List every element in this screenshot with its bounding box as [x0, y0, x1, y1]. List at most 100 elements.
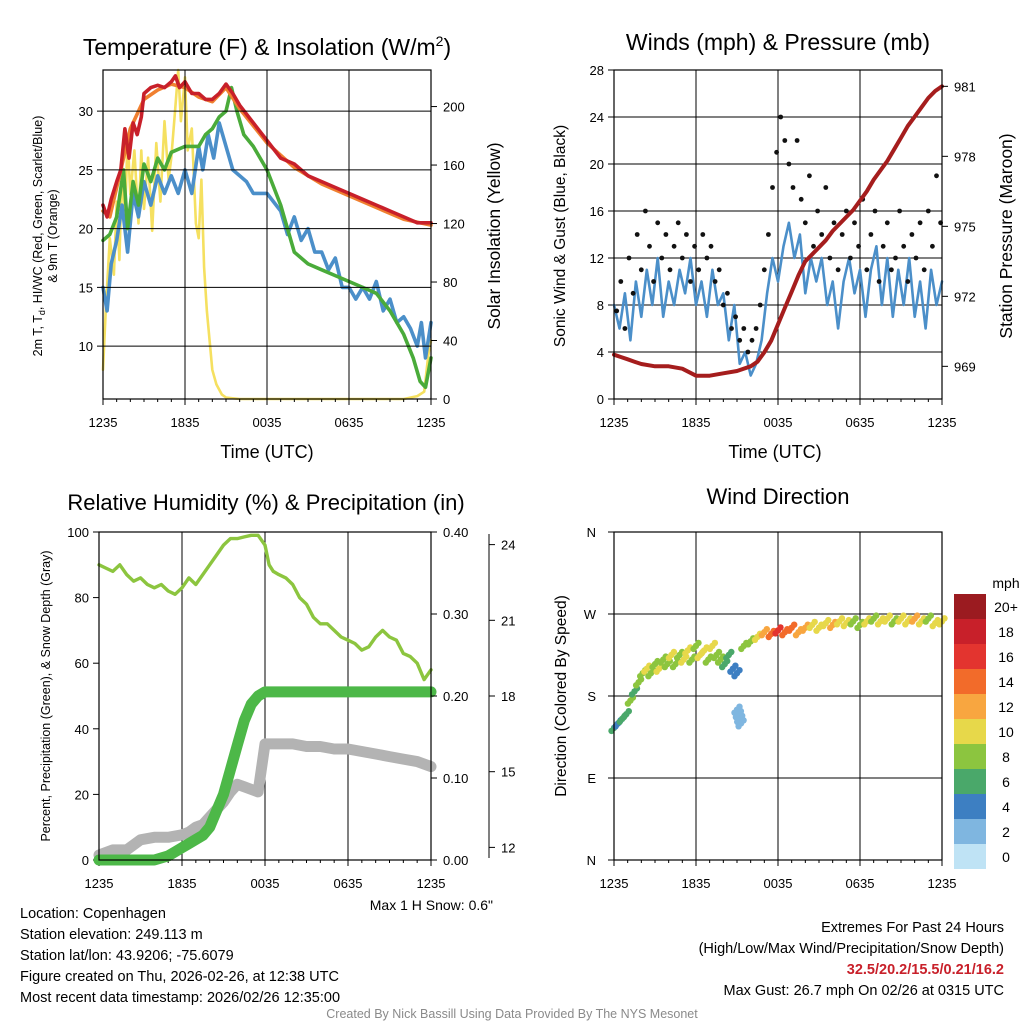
rh-y-tick-label: 40 — [75, 722, 89, 737]
direction-point — [736, 667, 743, 674]
gust-point — [729, 326, 734, 331]
gust-point — [757, 302, 763, 308]
precip-tick-label: 0.00 — [443, 853, 468, 868]
speed-legend-swatch — [954, 669, 986, 694]
temp-y-tick-label: 10 — [79, 339, 93, 354]
insolation-tick-label: 160 — [443, 158, 465, 173]
speed-legend-title: mph — [992, 575, 1019, 591]
gust-point — [761, 267, 767, 273]
direction-point — [763, 626, 770, 633]
direction-point — [727, 668, 734, 675]
created-text: Figure created on Thu, 2026-02-26, at 12… — [20, 969, 339, 985]
temp-2m-line — [101, 74, 433, 225]
rh-y-tick-label: 80 — [75, 591, 89, 606]
precip-tick-label: 0.40 — [443, 525, 468, 540]
direction-panel-title: Wind Direction — [706, 484, 849, 509]
speed-legend-label: 18 — [998, 624, 1014, 640]
gust-point — [749, 337, 755, 343]
speed-legend-label: 16 — [998, 649, 1014, 665]
direction-point — [628, 691, 636, 698]
speed-legend-label: 12 — [998, 699, 1014, 715]
gust-point — [692, 243, 697, 249]
speed-legend-swatch — [954, 744, 986, 769]
snow-tick-label: 15 — [501, 765, 515, 780]
wind-y-tick-label: 24 — [590, 110, 604, 125]
insolation-tick-label: 0 — [443, 392, 450, 407]
wind-x-tick-label: 0035 — [764, 415, 793, 430]
direction-point — [941, 615, 948, 622]
rh-y-tick-label: 0 — [82, 853, 89, 868]
gust-point — [614, 308, 620, 314]
direction-point — [624, 700, 632, 707]
direction-point — [914, 612, 921, 619]
gust-point — [897, 208, 902, 214]
rh-frame — [98, 531, 432, 861]
direction-point — [735, 723, 742, 730]
direction-point — [895, 618, 902, 625]
wind-y-tick-label: 8 — [597, 298, 604, 313]
direction-point — [806, 624, 813, 632]
gust-point — [704, 255, 710, 261]
latlon-text: Station lat/lon: 43.9206; -75.6079 — [20, 948, 234, 964]
direction-point — [827, 624, 834, 632]
direction-point — [888, 621, 895, 628]
temp-y-tick-label: 15 — [79, 280, 93, 295]
gust-point — [835, 267, 841, 273]
gust-point — [745, 349, 751, 355]
direction-point — [886, 612, 893, 619]
direction-point — [852, 615, 859, 622]
temp-y-tick-label: 25 — [79, 163, 93, 178]
temp-x-tick-label: 0035 — [253, 415, 282, 430]
gust-point — [872, 208, 878, 214]
gust-point — [622, 326, 628, 331]
gust-point — [696, 267, 702, 273]
location-text: Location: Copenhagen — [20, 906, 166, 922]
direction-point — [678, 659, 685, 666]
snow-tick-label: 21 — [501, 613, 515, 628]
direction-point — [698, 650, 705, 657]
direction-point — [792, 632, 800, 639]
gust-point — [930, 243, 935, 249]
direction-point — [715, 648, 723, 656]
direction-point — [728, 648, 735, 656]
pressure-tick-label: 981 — [954, 79, 976, 94]
gust-point — [675, 220, 681, 226]
direction-y-tick-label: N — [587, 525, 596, 540]
gust-point — [663, 232, 669, 237]
direction-y-tick-label: S — [587, 689, 596, 704]
gust-point — [802, 220, 808, 226]
gust-point — [647, 243, 652, 249]
precip-tick-label: 0.20 — [443, 689, 468, 704]
direction-point — [936, 621, 943, 628]
rh-y-tick-label: 20 — [75, 787, 89, 802]
insolation-tick-label: 200 — [443, 100, 465, 115]
gust-point — [868, 232, 874, 237]
direction-x-tick-label: 0635 — [846, 876, 875, 891]
direction-y-tick-label: E — [587, 771, 596, 786]
insolation-tick-label: 40 — [443, 334, 457, 349]
direction-point — [669, 663, 677, 671]
gust-point — [618, 279, 624, 284]
temp-y-label-line2: & 9m T (Orange) — [46, 189, 60, 282]
temp-x-tick-label: 1235 — [89, 415, 118, 430]
gust-point — [659, 255, 665, 261]
gust-point — [831, 220, 837, 226]
speed-legend-label: 0 — [1002, 849, 1010, 865]
temp-x-tick-label: 1835 — [171, 415, 200, 430]
direction-frame — [613, 531, 943, 861]
speed-legend-swatch — [954, 719, 986, 744]
direction-point — [745, 641, 752, 648]
speed-legend-swatch — [954, 794, 986, 819]
insolation-y-label: Solar Insolation (Yellow) — [484, 142, 504, 329]
temp-y-tick-label: 30 — [79, 104, 93, 119]
direction-point — [738, 645, 745, 653]
snow-tick-label: 24 — [501, 538, 515, 553]
temp-x-tick-label: 0635 — [335, 415, 364, 430]
rh-x-tick-label: 0035 — [251, 876, 280, 891]
direction-y-label: Direction (Colored By Speed) — [553, 595, 570, 797]
speed-legend-swatch — [954, 694, 986, 719]
gust-point — [684, 232, 689, 237]
gust-point — [880, 243, 886, 249]
gust-point — [921, 267, 927, 273]
